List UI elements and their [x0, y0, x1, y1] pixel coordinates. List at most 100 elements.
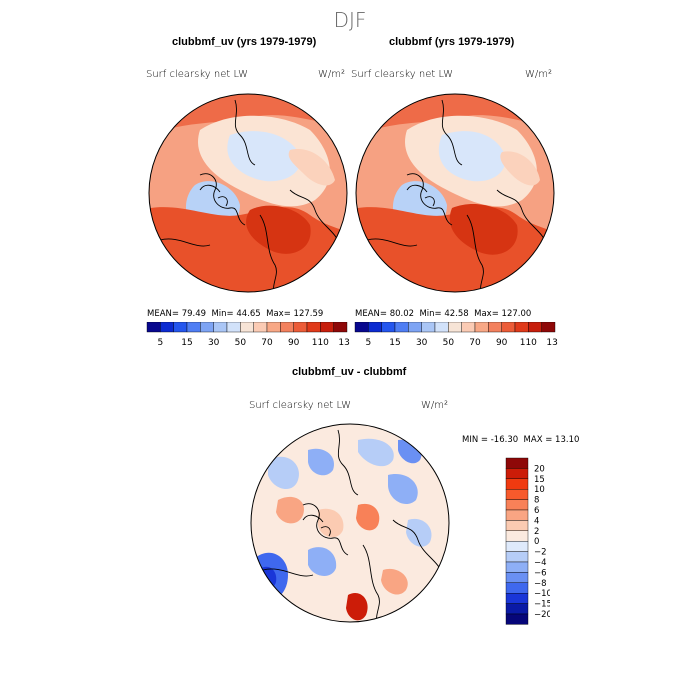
colorbar-tick-label-left: 15 [181, 338, 192, 348]
colorbar-tick-label-diff: 15 [534, 475, 545, 485]
variable-label-diff: Surf clearsky net LW [249, 400, 352, 411]
colorbar-tick-label-right: 5 [365, 338, 371, 348]
colorbar-swatch-diff [505, 509, 529, 521]
colorbar-tick-label-diff: 2 [534, 527, 539, 537]
colorbar-left: 5 15 30 50 70 90 110 130 [146, 322, 350, 348]
mean-label-left: MEAN= [147, 309, 179, 319]
colorbar-swatch-left [240, 322, 254, 333]
colorbar-swatch-left [333, 322, 348, 333]
map-fill-right [356, 94, 554, 292]
map-border-left [148, 93, 348, 293]
mean-value-left: 79.49 [181, 309, 207, 319]
max-value-diff: 13.10 [555, 435, 580, 445]
map-fill-diff [251, 424, 449, 622]
colorbar-swatch-right [541, 322, 556, 333]
map-fill-left [149, 94, 347, 292]
colorbar-swatch-diff [505, 551, 529, 563]
colorbar-swatch-diff [505, 572, 529, 584]
colorbar-swatch-diff [505, 499, 529, 511]
min-value-right: 42.58 [444, 309, 469, 319]
variable-label-right: Surf clearsky net LW [351, 69, 454, 80]
min-value-diff: -16.30 [490, 435, 519, 445]
panel-title-left: clubbmf_uv (yrs 1979-1979) [172, 36, 317, 48]
stats-left: MEAN= 79.49 Min= 44.65 Max= 127.59 [147, 309, 323, 319]
colorbar-tick-label-left: 5 [157, 338, 163, 348]
colorbar-swatch-diff [505, 520, 529, 532]
colorbar-swatch-right [421, 322, 436, 333]
colorbar-swatch-right [448, 322, 462, 333]
colorbar-swatch-right [408, 322, 422, 333]
variable-label-left: Surf clearsky net LW [146, 69, 249, 80]
colorbar-swatch-diff [505, 582, 529, 594]
colorbar-tick-label-right: 110 [520, 338, 537, 348]
colorbar-swatch-right [528, 322, 542, 333]
colorbar-tick-label-right: 15 [389, 338, 400, 348]
min-value-left: 44.65 [236, 309, 261, 319]
colorbar-tick-label-diff: 0 [534, 537, 539, 547]
colorbar-tick-label-left: 50 [235, 338, 247, 348]
colorbar-swatch-right [381, 322, 396, 333]
colorbar-swatch-left [173, 322, 188, 333]
stats-diff: MIN = -16.30 MAX = 13.10 [462, 435, 579, 445]
colorbar-tick-label-diff: −10 [534, 589, 550, 599]
max-label-left: Max= [266, 309, 291, 319]
max-label-diff: MAX = [523, 435, 553, 445]
colorbar-swatch-right [514, 322, 529, 333]
colorbar-swatch-diff [505, 530, 529, 542]
colorbar-tick-label-diff: −2 [534, 548, 547, 558]
mean-value-right: 80.02 [389, 309, 415, 319]
polar-map-diff [250, 423, 450, 623]
mean-label-right: MEAN= [355, 309, 387, 319]
stats-right: MEAN= 80.02 Min= 42.58 Max= 127.00 [355, 309, 531, 319]
colorbar-swatch-left [213, 322, 228, 333]
max-label-right: Max= [474, 309, 499, 319]
colorbar-swatch-diff [505, 468, 529, 479]
colorbar-tick-label-left: 30 [208, 338, 220, 348]
units-label-right: W/m² [525, 69, 553, 80]
colorbar-tick-label-diff: 20 [534, 464, 545, 474]
colorbar-swatch-right [501, 322, 516, 333]
colorbar-tick-label-right: 90 [496, 338, 508, 348]
colorbar-tick-label-right: 30 [416, 338, 428, 348]
colorbar-tick-label-diff: −4 [534, 558, 547, 568]
colorbar-swatch-right [394, 322, 409, 333]
polar-map-right [355, 93, 555, 293]
colorbar-swatch-diff [505, 478, 529, 490]
colorbar-tick-label-right: 130 [546, 338, 558, 348]
colorbar-tick-label-left: 110 [312, 338, 329, 348]
min-label-diff: MIN = [462, 435, 489, 445]
polar-map-left [148, 93, 348, 293]
colorbar-swatch-right [434, 322, 449, 333]
colorbar-tick-label-right: 70 [469, 338, 481, 348]
colorbar-swatch-left [306, 322, 321, 333]
colorbar-swatch-right [368, 322, 382, 333]
colorbar-swatch-left [200, 322, 214, 333]
units-label-diff: W/m² [421, 400, 449, 411]
colorbar-tick-label-left: 90 [288, 338, 300, 348]
colorbar-swatch-left [266, 322, 281, 333]
colorbar-swatch-right [488, 322, 502, 333]
colorbar-swatch-diff [505, 613, 529, 625]
colorbar-swatch-left [160, 322, 174, 333]
colorbar-tick-label-left: 130 [338, 338, 350, 348]
colorbar-swatch-left [320, 322, 334, 333]
colorbar-swatch-diff [505, 489, 529, 500]
map-border-right [355, 93, 555, 293]
colorbar-swatch-diff [505, 540, 529, 552]
min-label-left: Min= [211, 309, 234, 319]
colorbar-swatch-diff [505, 457, 529, 469]
colorbar-tick-label-diff: −20 [534, 610, 550, 620]
colorbar-swatch-right [354, 322, 369, 333]
colorbar-right: 5 15 30 50 70 90 110 130 [354, 322, 558, 348]
colorbar-swatch-right [474, 322, 489, 333]
colorbar-tick-label-diff: −8 [534, 579, 547, 589]
colorbar-swatch-right [461, 322, 476, 333]
colorbar-swatch-diff [505, 603, 529, 615]
panel-title-diff: clubbmf_uv - clubbmf [292, 366, 407, 378]
coastlines-right [366, 99, 548, 292]
colorbar-swatch-left [146, 322, 161, 333]
colorbar-tick-label-diff: 10 [534, 485, 545, 495]
colorbar-tick-label-right: 50 [443, 338, 455, 348]
colorbar-tick-label-diff: −15 [534, 600, 550, 610]
